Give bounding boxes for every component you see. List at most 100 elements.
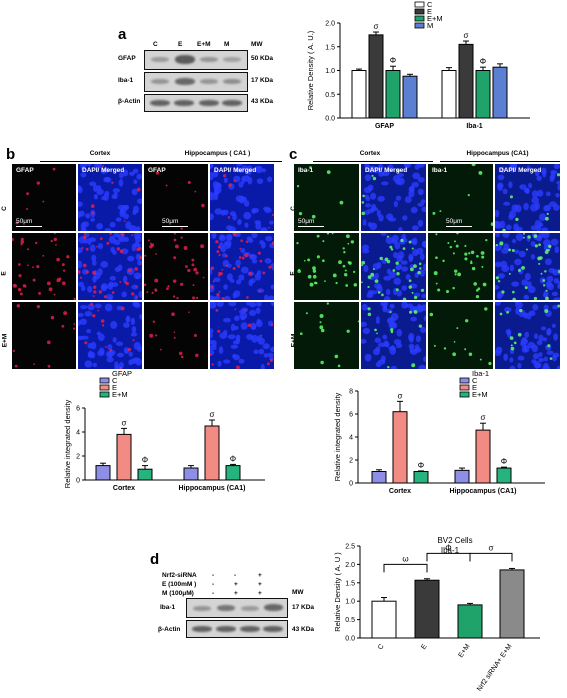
tile-label: Iba-1 — [432, 167, 448, 174]
micrograph-tile — [210, 233, 274, 300]
scale-bar — [446, 226, 472, 227]
y-tick-label: 0.5 — [345, 617, 355, 624]
treatment-sign: - — [234, 572, 237, 579]
x-category-label: E — [420, 643, 429, 651]
chart-c: 0 2 4 6 8 Relative integrated density σ Φ Cortex… — [333, 370, 545, 495]
significance-mark: Φ — [445, 543, 451, 552]
micrograph-tile: GFAP 50μm — [144, 164, 208, 231]
scale-bar — [16, 226, 42, 227]
treatment-sign: - — [212, 572, 215, 579]
y-tick-label: 2 — [76, 454, 80, 461]
treatment-label: M (100μM) — [162, 590, 194, 597]
x-category-label: Nrf2 siRNA+ E+M — [476, 643, 514, 693]
y-tick-label: 6 — [76, 406, 80, 413]
blot-mw: 17 KDa — [251, 77, 274, 84]
micrograph-tile — [428, 233, 493, 300]
mw-header: MW — [292, 589, 304, 596]
micrograph-tile — [428, 302, 493, 369]
bar — [204, 425, 220, 481]
chart-title: BV2 Cells — [437, 536, 472, 545]
y-tick-label: 2.0 — [325, 21, 335, 28]
y-tick-label: 0 — [76, 478, 80, 485]
x-category-label: Iba-1 — [466, 123, 482, 130]
y-tick-label: 0 — [349, 481, 353, 488]
treatment-sign: + — [258, 572, 262, 579]
significance-bracket — [383, 563, 428, 573]
blot-mw: 43 KDa — [251, 98, 274, 105]
micrograph-tile — [12, 302, 76, 369]
micrograph-tile: DAPI/ Merged — [361, 164, 426, 231]
lane-label-c: C — [153, 41, 158, 48]
x-category-label: Cortex — [389, 488, 411, 495]
bar — [492, 66, 508, 119]
blot-strip-actin — [186, 620, 288, 638]
blot-strip-iba1 — [144, 72, 248, 92]
significance-mark: Φ — [390, 56, 396, 65]
lane-label-em: E+M — [197, 41, 211, 48]
y-tick-label: 1.0 — [325, 68, 335, 75]
blot-mw: 43 KDa — [292, 626, 315, 633]
blot-row-label: Iba-1 — [160, 604, 176, 611]
treatment-sign: - — [212, 590, 215, 597]
tile-label: DAPI/ Merged — [214, 167, 257, 174]
y-tick-label: 0.0 — [325, 116, 335, 123]
legend-swatch — [414, 8, 425, 15]
bar — [95, 465, 111, 481]
treatment-sign: + — [258, 581, 262, 588]
panel-label-b: b — [6, 146, 16, 163]
x-category-label: C — [377, 643, 386, 651]
scale-bar — [162, 226, 188, 227]
micrograph-tile: DAPI/ Merged — [78, 164, 142, 231]
treatment-label: E (100mM ) — [162, 581, 197, 588]
bar — [496, 467, 512, 484]
significance-mark: Φ — [142, 456, 148, 465]
y-tick-label: 1.5 — [325, 44, 335, 51]
bar — [371, 600, 397, 639]
significance-mark: Φ — [480, 57, 486, 66]
treatment-sign: - — [190, 590, 193, 597]
legend-swatch — [459, 391, 470, 398]
y-tick-label: 4 — [349, 435, 353, 442]
legend-swatch — [459, 384, 470, 391]
y-tick-label: 6 — [349, 412, 353, 419]
treatment-sign: - — [190, 572, 193, 579]
micrograph-tile — [361, 302, 426, 369]
blot-strip-actin — [144, 94, 248, 112]
x-category-label: GFAP — [375, 123, 394, 130]
legend-swatch — [414, 1, 425, 8]
micrograph-tile — [144, 233, 208, 300]
chart-subtitle: Iba-1 — [441, 546, 460, 555]
group-header-cortex: Cortex — [89, 150, 111, 157]
bar — [475, 70, 491, 119]
significance-mark: σ — [464, 31, 469, 40]
bar — [183, 467, 199, 481]
row-label-c: C — [0, 206, 8, 211]
chart-a: 0.0 0.5 1.0 1.5 2.0 Relative Density ( A. U.)… — [306, 0, 530, 130]
legend-swatch — [99, 377, 110, 384]
blot-mw: 17 KDa — [292, 604, 315, 611]
legend-title: Iba-1 — [472, 370, 489, 378]
treatment-sign: + — [234, 590, 238, 597]
treatment-label: Nrf2-siRNA — [162, 572, 197, 579]
bar — [458, 43, 474, 119]
y-axis-label: Relative integrated density — [63, 400, 72, 489]
bar — [371, 471, 387, 484]
y-tick-label: 4 — [76, 430, 80, 437]
panel-label-c: c — [289, 146, 298, 163]
micrograph-tile — [495, 233, 560, 300]
scale-bar-label: 50μm — [162, 218, 179, 225]
treatment-sign: - — [212, 581, 215, 588]
legend-swatch — [99, 391, 110, 398]
legend-label: C — [112, 376, 118, 385]
micrograph-tile: DAPI/ Merged — [495, 164, 560, 231]
significance-mark: σ — [210, 410, 215, 419]
tile-label: DAPI/ Merged — [82, 167, 125, 174]
micrograph-tile — [210, 302, 274, 369]
significance-mark: Φ — [230, 454, 236, 463]
chart-b: 0 2 4 6 Relative integrated density σ Φ Cortex σ… — [63, 370, 265, 492]
legend-label: M — [427, 21, 433, 30]
significance-mark: σ — [481, 413, 486, 422]
panel-label-d: d — [150, 551, 160, 568]
micrograph-tile — [144, 302, 208, 369]
y-tick-label: 8 — [349, 389, 353, 396]
